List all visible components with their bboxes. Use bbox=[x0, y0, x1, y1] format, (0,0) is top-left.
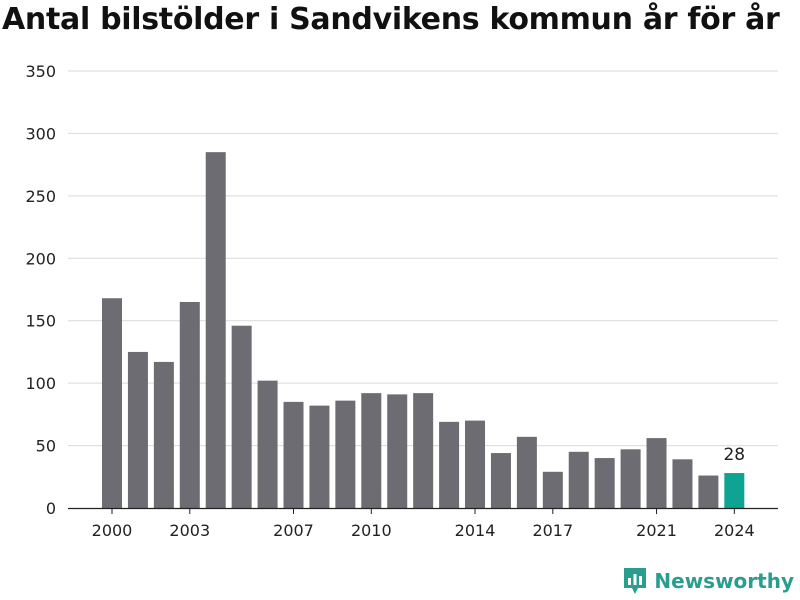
y-tick-label: 250 bbox=[25, 187, 56, 206]
bar-2012[interactable] bbox=[413, 393, 434, 508]
data-labels: 28 bbox=[723, 445, 745, 465]
y-tick-label: 50 bbox=[36, 437, 56, 456]
bar-2020[interactable] bbox=[620, 449, 641, 508]
bar-2024[interactable] bbox=[724, 473, 745, 508]
x-tick-label: 2014 bbox=[455, 521, 496, 540]
bar-2007[interactable] bbox=[283, 401, 304, 508]
x-tick-label: 2024 bbox=[714, 521, 755, 540]
bar-2010[interactable] bbox=[361, 393, 382, 508]
bars bbox=[102, 152, 745, 508]
bar-2006[interactable] bbox=[257, 380, 278, 508]
y-tick-label: 350 bbox=[25, 62, 56, 81]
x-tick-label: 2007 bbox=[273, 521, 314, 540]
bar-2003[interactable] bbox=[179, 301, 200, 508]
bar-2022[interactable] bbox=[672, 459, 693, 508]
x-tick-label: 2010 bbox=[351, 521, 392, 540]
y-axis-ticks: 0 50 100 150 200 250 300 350 bbox=[25, 62, 56, 518]
newsworthy-logo-icon bbox=[624, 568, 647, 594]
x-tick-label: 2021 bbox=[636, 521, 677, 540]
y-tick-label: 100 bbox=[25, 374, 56, 393]
y-tick-label: 200 bbox=[25, 249, 56, 268]
y-tick-label: 150 bbox=[25, 312, 56, 331]
bar-2023[interactable] bbox=[698, 475, 719, 508]
bar-2019[interactable] bbox=[594, 458, 615, 508]
x-tick-label: 2000 bbox=[92, 521, 133, 540]
bar-2016[interactable] bbox=[516, 436, 537, 508]
bar-2017[interactable] bbox=[542, 471, 563, 508]
bar-2011[interactable] bbox=[387, 394, 408, 508]
brand-name: Newsworthy bbox=[654, 569, 794, 593]
bar-2000[interactable] bbox=[102, 298, 122, 508]
bar-2008[interactable] bbox=[309, 405, 330, 508]
chart-title: Antal bilstölder i Sandvikens kommun år … bbox=[2, 2, 780, 37]
bar-2015[interactable] bbox=[490, 453, 511, 508]
x-tick-label: 2017 bbox=[532, 521, 573, 540]
bar-2004[interactable] bbox=[205, 152, 226, 508]
bar-2018[interactable] bbox=[568, 451, 589, 508]
bar-2001[interactable] bbox=[127, 351, 148, 508]
bar-2002[interactable] bbox=[153, 361, 174, 508]
bar-2014[interactable] bbox=[465, 420, 486, 508]
data-label-highlight: 28 bbox=[723, 445, 745, 465]
gridlines bbox=[68, 70, 778, 447]
x-axis-ticks: 2000 2003 2007 2010 2014 2017 2021 2024 bbox=[92, 508, 755, 540]
x-tick-label: 2003 bbox=[169, 521, 210, 540]
y-tick-label: 0 bbox=[46, 499, 56, 518]
y-tick-label: 300 bbox=[25, 124, 56, 143]
bar-2013[interactable] bbox=[439, 421, 460, 508]
bar-2009[interactable] bbox=[335, 400, 356, 508]
brand-logo[interactable]: Newsworthy bbox=[622, 566, 794, 596]
bar-2005[interactable] bbox=[231, 325, 252, 508]
bar-2021[interactable] bbox=[646, 438, 667, 508]
